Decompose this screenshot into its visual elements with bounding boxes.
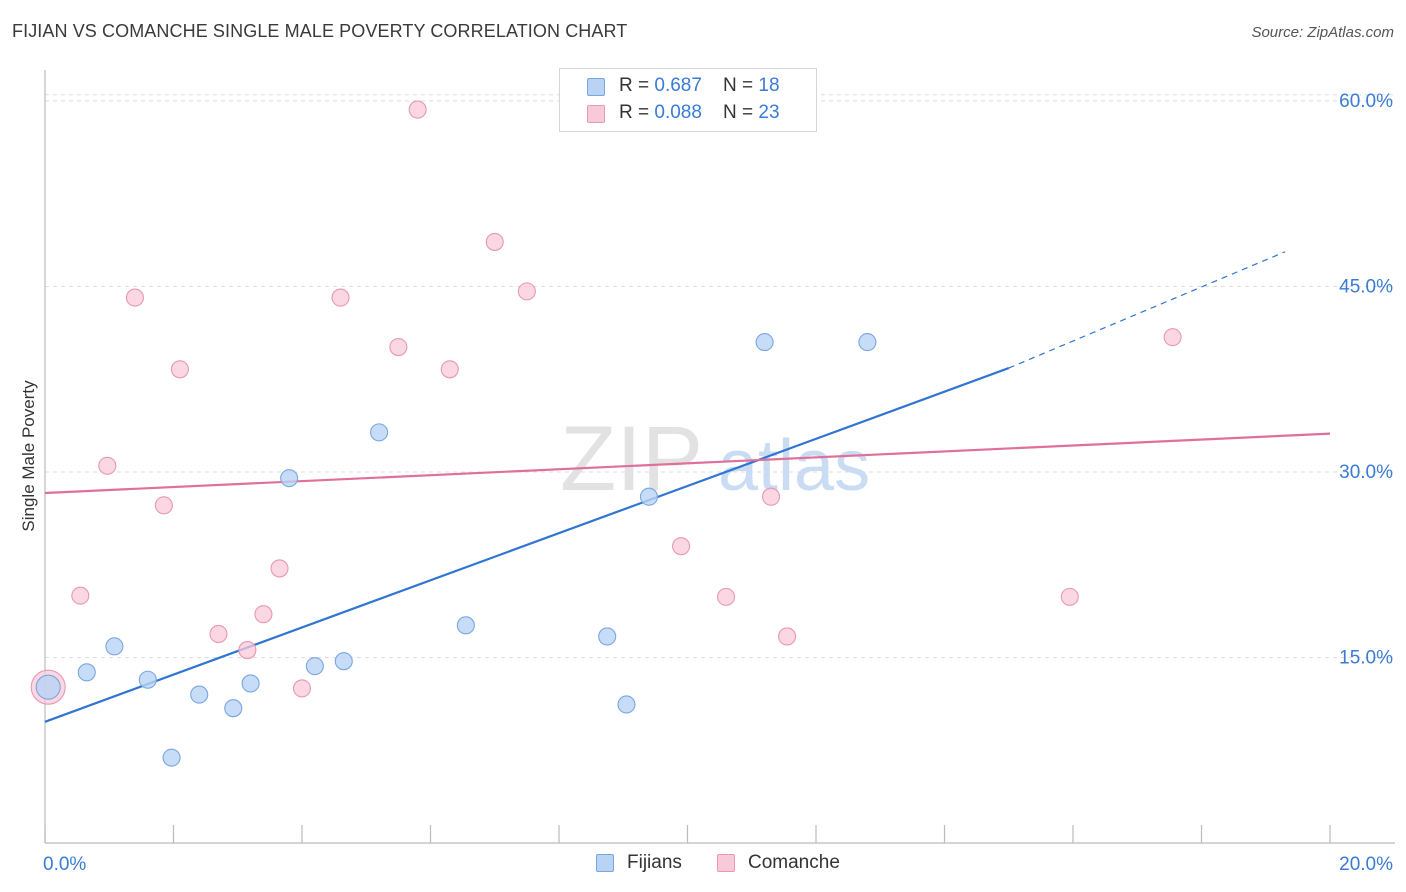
point-comanche [389,337,408,357]
point-comanche [672,537,691,556]
legend-r-value: 0.687 [654,75,702,96]
trend-line-comanche [44,432,1331,495]
watermark-zip: ZIP [560,408,703,510]
point-fijians [138,670,157,689]
legend-r-label: R = [619,102,655,123]
legend-swatch-comanche [717,854,735,872]
point-fijians [224,699,243,718]
point-fijians [334,652,353,671]
point-comanche [170,360,189,379]
point-fijians [639,487,659,506]
point-fijians [162,748,181,767]
point-fijians [77,663,96,682]
point-comanche [408,100,427,119]
chart-title: FIJIAN VS COMANCHE SINGLE MALE POVERTY C… [12,21,628,41]
y-tick-label: 45.0% [1339,276,1393,297]
point-comanche [1060,587,1079,606]
point-fijians [370,423,389,442]
gridlines [45,94,1395,658]
y-tick-label: 60.0% [1339,91,1393,112]
point-comanche [71,586,90,605]
correlation-legend: R = 0.687 N = 18 R = 0.088 N = 23 [559,68,817,132]
data-points [30,100,1182,767]
legend-r-label: R = [619,75,655,96]
point-comanche [254,605,273,624]
point-fijians [35,674,61,700]
point-comanche [331,288,350,307]
point-comanche [125,288,144,307]
point-comanche [716,587,736,606]
legend-swatch-fijians [596,854,614,872]
legend-label-fijians: Fijians [627,852,682,873]
point-fijians [755,333,774,352]
point-comanche [485,232,504,251]
point-comanche [270,559,289,578]
axes [44,70,1395,844]
watermark: ZIP atlas [560,408,870,510]
y-tick-label: 15.0% [1339,647,1393,668]
point-fijians [241,674,260,693]
legend-swatch-pink [587,105,605,123]
point-comanche [517,282,536,301]
point-fijians [280,469,299,488]
legend-n-label: N = [723,75,759,96]
source-label: Source: ZipAtlas.com [1251,24,1394,41]
legend-n-label: N = [723,102,759,123]
point-fijians [190,685,209,704]
trend-line-fijians-extension [1008,251,1286,369]
series-legend: Fijians Comanche [0,852,1406,878]
point-fijians [305,657,324,676]
tick-labels: 15.0% 30.0% 45.0% 60.0% 0.0% 20.0% [43,91,1393,875]
point-comanche [440,360,459,379]
point-comanche [98,456,117,475]
point-fijians [598,627,617,646]
trend-lines [44,251,1331,723]
point-comanche [1163,328,1182,347]
point-comanche [292,679,312,698]
point-comanche [238,641,257,660]
point-fijians [105,637,124,656]
legend-label-comanche: Comanche [748,852,840,873]
legend-swatch-blue [587,78,605,96]
point-fijians [456,616,475,635]
point-fijians [617,695,636,714]
x-tick-label: 0.0% [43,854,86,875]
legend-r-value: 0.088 [654,102,702,123]
point-comanche [209,624,228,644]
point-comanche [154,496,173,515]
legend-n-value: 23 [758,102,780,123]
point-fijians [858,333,877,352]
legend-n-value: 18 [758,75,780,96]
y-axis-label: Single Male Poverty [19,380,38,532]
y-tick-label: 30.0% [1339,462,1393,483]
point-comanche [778,627,797,646]
x-tick-label: 20.0% [1339,854,1393,875]
trend-line-fijians [44,367,1010,723]
point-comanche [761,487,781,506]
